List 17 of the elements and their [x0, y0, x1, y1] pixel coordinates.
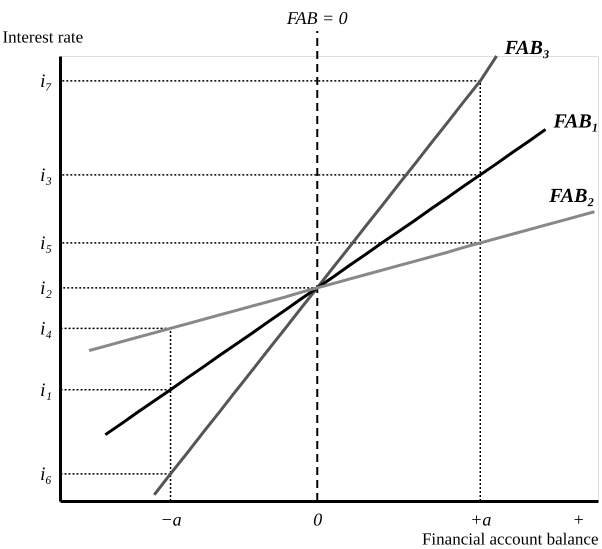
- x-tick-label: 0: [313, 510, 322, 530]
- x-tick-label: +a: [470, 510, 492, 530]
- ref-line-label: i₂: [40, 278, 52, 299]
- ref-line-label: i₇: [40, 70, 52, 92]
- series-label: FAB₁: [552, 110, 599, 132]
- ref-line-label: i₄: [40, 318, 52, 340]
- y-axis-title: Interest rate: [2, 28, 84, 46]
- x-tick-label: −a: [160, 510, 182, 530]
- series-label: FAB₂: [548, 184, 594, 207]
- ref-line-label: i₃: [40, 164, 52, 186]
- x-tick-label: +: [572, 510, 585, 530]
- ref-line-label: FAB = 0: [286, 8, 348, 28]
- x-axis-title: Financial account balance: [422, 530, 598, 548]
- ref-line-label: i₅: [40, 232, 52, 254]
- ref-line-label: i₆: [40, 464, 52, 485]
- series-label: FAB₃: [504, 37, 550, 59]
- ref-line-label: i₁: [40, 380, 52, 401]
